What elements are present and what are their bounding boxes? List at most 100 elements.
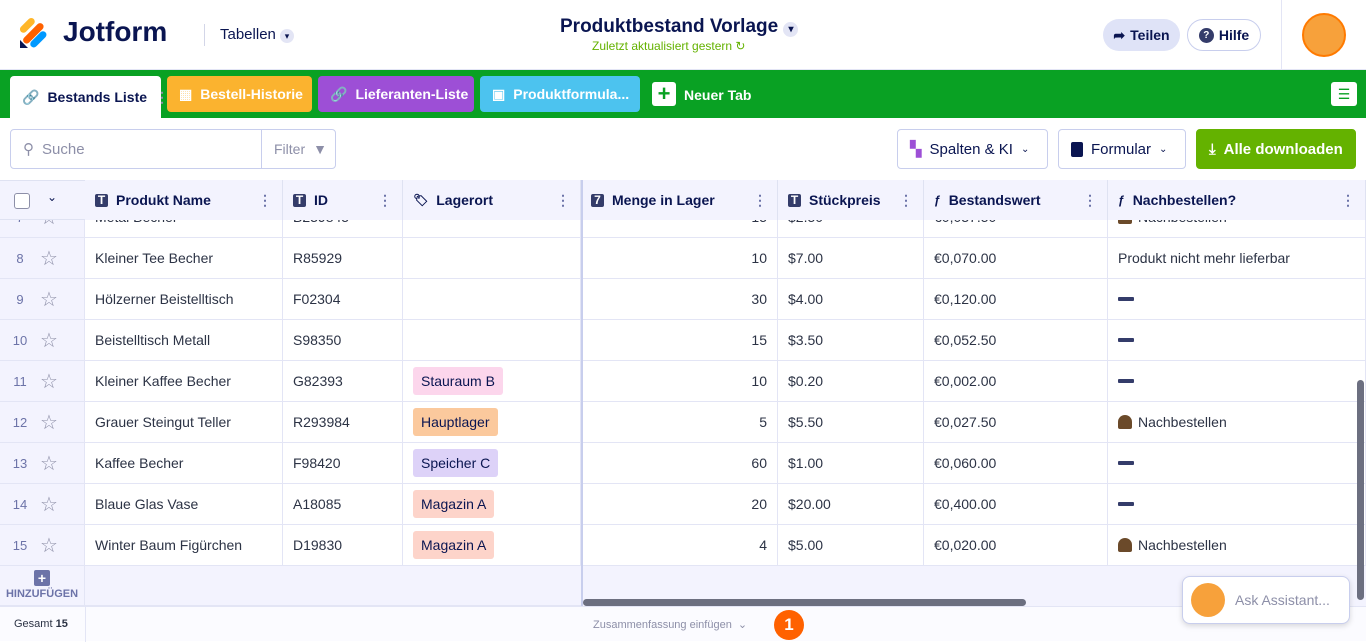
table-cell[interactable]: 60 — [581, 443, 778, 484]
table-cell[interactable]: €0,060.00 — [924, 443, 1108, 484]
summary-dropdown[interactable]: Zusammenfassung einfügen ⌄ — [593, 619, 748, 631]
column-header[interactable]: 7 Menge in Lager ⋮ — [581, 180, 778, 220]
table-cell[interactable]: 20 — [581, 484, 778, 525]
section-dropdown[interactable]: Tabellen ▾ — [220, 26, 295, 43]
table-cell[interactable]: A18085 — [283, 484, 403, 525]
column-header[interactable]: T Produkt Name ⋮ — [85, 180, 283, 220]
table-cell[interactable]: $20.00 — [778, 484, 924, 525]
select-all[interactable] — [14, 193, 30, 209]
table-cell[interactable]: Magazin A — [403, 525, 581, 566]
table-cell[interactable]: €0,120.00 — [924, 279, 1108, 320]
table-cell[interactable] — [1108, 484, 1366, 525]
table-title[interactable]: Produktbestand Vorlage ▾ — [560, 16, 799, 38]
table-cell[interactable]: Magazin A — [403, 484, 581, 525]
column-header[interactable]: T ID ⋮ — [283, 180, 403, 220]
download-button[interactable]: ⤓ Alle downloaden — [1196, 129, 1356, 169]
table-cell[interactable]: R293984 — [283, 402, 403, 443]
table-cell[interactable]: €0,037.50 — [924, 220, 1108, 238]
assistant-button[interactable]: Ask Assistant... — [1182, 576, 1350, 624]
table-cell[interactable]: B239845 — [283, 220, 403, 238]
table-cell[interactable]: $3.50 — [778, 320, 924, 361]
table-cell[interactable]: Winter Baum Figürchen — [85, 525, 283, 566]
table-cell[interactable]: 15 — [581, 320, 778, 361]
column-header[interactable]: ƒ Bestandswert ⋮ — [924, 180, 1108, 220]
star[interactable]: ☆ — [40, 329, 58, 352]
table-cell[interactable]: $7.00 — [778, 238, 924, 279]
table-cell[interactable] — [403, 320, 581, 361]
search-box[interactable]: ⚲ Suche — [10, 129, 262, 169]
table-cell[interactable]: Produkt nicht mehr lieferbar — [1108, 238, 1366, 279]
table-cell[interactable] — [1108, 443, 1366, 484]
column-header[interactable]: 🏷 Lagerort ⋮ — [403, 180, 581, 220]
table-cell[interactable]: 30 — [581, 279, 778, 320]
table-cell[interactable]: F98420 — [283, 443, 403, 484]
table-cell[interactable]: Beistelltisch Metall — [85, 320, 283, 361]
table-cell[interactable]: €0,002.00 — [924, 361, 1108, 402]
table-cell[interactable]: 5 — [581, 402, 778, 443]
table-cell[interactable]: Stauraum B — [403, 361, 581, 402]
h-scrollbar[interactable] — [583, 599, 1026, 606]
table-cell[interactable]: Kleiner Tee Becher — [85, 238, 283, 279]
star[interactable]: ☆ — [40, 411, 58, 434]
v-scrollbar[interactable] — [1357, 380, 1364, 600]
star[interactable]: ☆ — [40, 534, 58, 557]
tab[interactable]: ▣ Produktformula... — [480, 76, 640, 112]
table-cell[interactable]: Kaffee Becher — [85, 443, 283, 484]
table-cell[interactable]: S98350 — [283, 320, 403, 361]
table-cell[interactable]: €0,027.50 — [924, 402, 1108, 443]
table-cell[interactable]: Hauptlager — [403, 402, 581, 443]
new-tab-icon[interactable]: + — [652, 82, 676, 106]
table-cell[interactable]: F02304 — [283, 279, 403, 320]
table-cell[interactable]: Speicher C — [403, 443, 581, 484]
table-cell[interactable]: 15 — [581, 220, 778, 238]
help-button[interactable]: ? Hilfe — [1187, 19, 1261, 51]
table-cell[interactable]: 10 — [581, 361, 778, 402]
table-cell[interactable] — [1108, 361, 1366, 402]
table-cell[interactable] — [403, 279, 581, 320]
star[interactable]: ☆ — [40, 370, 58, 393]
star[interactable]: ☆ — [40, 220, 58, 230]
table-cell[interactable]: G82393 — [283, 361, 403, 402]
table-cell[interactable]: Blaue Glas Vase — [85, 484, 283, 525]
table-cell[interactable]: $5.50 — [778, 402, 924, 443]
table-cell[interactable]: €0,070.00 — [924, 238, 1108, 279]
menu-button[interactable]: ☰ — [1331, 82, 1357, 106]
column-header[interactable]: ƒ Nachbestellen? ⋮ — [1108, 180, 1366, 220]
table-cell[interactable]: R85929 — [283, 238, 403, 279]
star[interactable]: ☆ — [40, 452, 58, 475]
share-button[interactable]: ➦ Teilen — [1103, 19, 1180, 51]
table-cell[interactable]: 10 — [581, 238, 778, 279]
table-cell[interactable]: 4 — [581, 525, 778, 566]
table-cell[interactable]: €0,052.50 — [924, 320, 1108, 361]
table-cell[interactable]: Nachbestellen — [1108, 220, 1366, 238]
table-cell[interactable]: €0,400.00 — [924, 484, 1108, 525]
table-cell[interactable]: $4.00 — [778, 279, 924, 320]
tab[interactable]: 🔗 Bestands Liste ⋮ — [10, 76, 169, 118]
columns-button[interactable]: ▚ Spalten & KI ⌄ — [897, 129, 1048, 169]
column-header[interactable]: T Stückpreis ⋮ — [778, 180, 924, 220]
filter-button[interactable]: Filter ▼ — [261, 129, 336, 169]
tab[interactable]: 🔗 Lieferanten-Liste — [318, 76, 474, 112]
table-cell[interactable]: Nachbestellen — [1108, 402, 1366, 443]
star[interactable]: ☆ — [40, 288, 58, 311]
add-row[interactable]: + HINZUFÜGEN — [0, 566, 85, 606]
table-cell[interactable]: Kleiner Kaffee Becher — [85, 361, 283, 402]
header-menu[interactable]: ⌄ — [47, 190, 58, 204]
table-cell[interactable]: €0,020.00 — [924, 525, 1108, 566]
tab[interactable]: ▦ Bestell-Historie — [167, 76, 312, 112]
table-cell[interactable]: Grauer Steingut Teller — [85, 402, 283, 443]
table-cell[interactable]: $2.50 — [778, 220, 924, 238]
star[interactable]: ☆ — [40, 247, 58, 270]
avatar[interactable] — [1302, 13, 1346, 57]
table-cell[interactable] — [403, 238, 581, 279]
table-cell[interactable]: Nachbestellen — [1108, 525, 1366, 566]
table-cell[interactable]: Metal Becher — [85, 220, 283, 238]
table-cell[interactable]: $0.20 — [778, 361, 924, 402]
table-cell[interactable] — [1108, 279, 1366, 320]
notification-badge[interactable]: 1 — [774, 610, 804, 640]
table-cell[interactable]: D19830 — [283, 525, 403, 566]
star[interactable]: ☆ — [40, 493, 58, 516]
table-cell[interactable] — [403, 220, 581, 238]
table-cell[interactable]: $1.00 — [778, 443, 924, 484]
new-tab[interactable]: Neuer Tab — [684, 87, 752, 103]
